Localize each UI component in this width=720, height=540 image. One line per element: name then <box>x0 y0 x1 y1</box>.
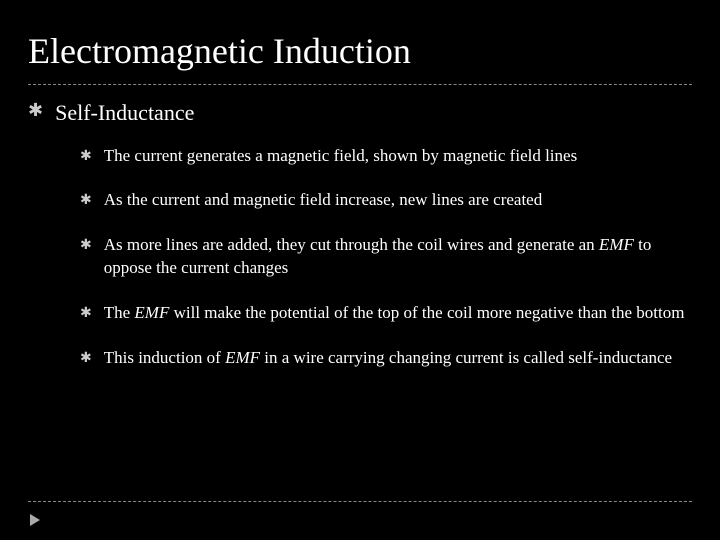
slide-title: Electromagnetic Induction <box>28 30 692 72</box>
burst-icon: ✱ <box>80 145 92 165</box>
divider-bottom <box>28 501 692 502</box>
slide: Electromagnetic Induction ✱ Self-Inducta… <box>0 0 720 540</box>
bullet-text: As more lines are added, they cut throug… <box>104 234 692 280</box>
burst-icon: ✱ <box>80 234 92 254</box>
burst-icon: ✱ <box>80 347 92 367</box>
bullet-text: This induction of EMF in a wire carrying… <box>104 347 672 370</box>
next-slide-icon[interactable] <box>30 514 40 526</box>
bullet-text: The current generates a magnetic field, … <box>104 145 577 168</box>
list-item: ✱ The current generates a magnetic field… <box>80 145 692 168</box>
subtitle-text: Self-Inductance <box>55 99 194 127</box>
bullet-text: The EMF will make the potential of the t… <box>104 302 685 325</box>
bullet-list: ✱ The current generates a magnetic field… <box>28 145 692 371</box>
divider-top <box>28 84 692 85</box>
list-item: ✱ This induction of EMF in a wire carryi… <box>80 347 692 370</box>
burst-icon: ✱ <box>80 302 92 322</box>
list-item: ✱ As more lines are added, they cut thro… <box>80 234 692 280</box>
subtitle-row: ✱ Self-Inductance <box>28 99 692 127</box>
list-item: ✱ The EMF will make the potential of the… <box>80 302 692 325</box>
burst-icon: ✱ <box>80 189 92 209</box>
bullet-text: As the current and magnetic field increa… <box>104 189 542 212</box>
list-item: ✱ As the current and magnetic field incr… <box>80 189 692 212</box>
burst-icon: ✱ <box>28 99 43 122</box>
